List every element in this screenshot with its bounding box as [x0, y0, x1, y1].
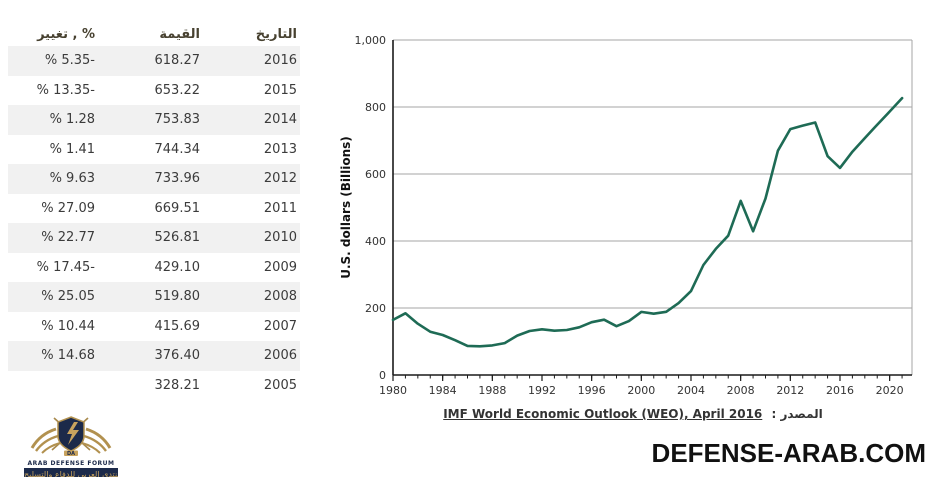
table-row: % 22.77 526.81 2010	[8, 223, 300, 253]
cell-change: % 10.44	[41, 318, 95, 334]
cell-date: 2008	[263, 289, 297, 305]
cell-change: % 25.05	[41, 289, 95, 305]
x-tick-label: 2012	[776, 384, 804, 397]
cell-value: 328.21	[154, 377, 201, 393]
table-body: % 5.35- 618.27 2016 % 13.35- 653.22 2015 % 1.2…	[8, 46, 300, 400]
y-tick-label: 200	[365, 302, 386, 315]
cell-value: 733.96	[154, 171, 201, 187]
cell-value: 618.27	[154, 53, 201, 69]
cell-date: 2013	[263, 141, 297, 157]
header-change: تغيير , %	[37, 26, 95, 42]
cell-change: % 1.28	[49, 112, 95, 128]
cell-change: % 1.41	[49, 141, 95, 157]
source-label: المصدر :	[771, 407, 823, 421]
header-date: التاريخ	[255, 26, 297, 42]
y-tick-label: 600	[365, 168, 386, 181]
x-tick-label: 1984	[429, 384, 457, 397]
x-tick-label: 1996	[578, 384, 606, 397]
cell-change: % 22.77	[41, 230, 95, 246]
logo-arabic-banner: المنتدى العربي للدفاع والتسليح	[24, 468, 118, 477]
logo-initials: DA	[67, 451, 75, 456]
source-link[interactable]: IMF World Economic Outlook (WEO), April …	[443, 407, 763, 421]
x-tick-label: 2004	[677, 384, 705, 397]
chart-line	[391, 96, 904, 348]
cell-value: 744.34	[154, 141, 201, 157]
cell-date: 2009	[263, 259, 297, 275]
cell-value: 669.51	[154, 200, 201, 216]
cell-date: 2006	[263, 348, 297, 364]
table-row: % 9.63 733.96 2012	[8, 164, 300, 194]
x-tick-label: 2016	[826, 384, 854, 397]
forum-logo-emblem-icon: DA	[30, 416, 112, 457]
y-tick-label: 800	[365, 101, 386, 114]
cell-date: 2010	[263, 230, 297, 246]
forum-logo: DA ARAB DEFENSE FORUM المنتدى العربي للد…	[24, 412, 118, 477]
table-row: % 1.41 744.34 2013	[8, 135, 300, 165]
cell-date: 2012	[263, 171, 297, 187]
cell-value: 653.22	[154, 82, 201, 98]
x-tick-label: 1992	[528, 384, 556, 397]
table-row: % 5.35- 618.27 2016	[8, 46, 300, 76]
cell-change: % 14.68	[41, 348, 95, 364]
source-line: المصدر : IMF World Economic Outlook (WEO…	[335, 407, 931, 421]
cell-change: % 9.63	[49, 171, 95, 187]
cell-change: % 13.35-	[36, 82, 95, 98]
cell-date: 2015	[263, 82, 297, 98]
site-watermark: DEFENSE-ARAB.COM	[651, 438, 926, 468]
cell-value: 519.80	[154, 289, 201, 305]
cell-value: 376.40	[154, 348, 201, 364]
cell-value: 526.81	[154, 230, 201, 246]
cell-date: 2007	[263, 318, 297, 334]
cell-change: % 17.45-	[36, 259, 95, 275]
history-table: تغيير , % القيمة التاريخ % 5.35- 618.27 20…	[8, 22, 300, 400]
y-tick-label: 400	[365, 235, 386, 248]
table-row: % 10.44 415.69 2007	[8, 312, 300, 342]
table-header-row: تغيير , % القيمة التاريخ	[8, 22, 300, 46]
y-axis-title: U.S. dollars (Billions)	[339, 136, 353, 279]
table-row: 328.21 2005	[8, 371, 300, 401]
x-tick-label: 1988	[478, 384, 506, 397]
table-row: % 14.68 376.40 2006	[8, 341, 300, 371]
cell-value: 429.10	[154, 259, 201, 275]
x-tick-label: 2020	[876, 384, 904, 397]
table-row: % 17.45- 429.10 2009	[8, 253, 300, 283]
y-tick-label: 0	[379, 369, 386, 382]
y-tick-label: 1,000	[355, 34, 387, 47]
x-tick-label: 2008	[727, 384, 755, 397]
table-row: % 13.35- 653.22 2015	[8, 76, 300, 106]
cell-date: 2016	[263, 53, 297, 69]
x-tick-label: 1980	[379, 384, 407, 397]
cell-date: 2011	[263, 200, 297, 216]
cell-date: 2014	[263, 112, 297, 128]
x-tick-label: 2000	[627, 384, 655, 397]
cell-change: % 5.35-	[44, 53, 95, 69]
gdp-line-chart: 0 200 400 600 800 1,000 1980 1984 1988 1992 1996 20…	[335, 8, 931, 412]
cell-change: % 27.09	[41, 200, 95, 216]
chart-canvas: 0 200 400 600 800 1,000 1980 1984 1988 1992 1996 20…	[339, 34, 913, 397]
cell-value: 753.83	[154, 112, 201, 128]
table-row: % 1.28 753.83 2014	[8, 105, 300, 135]
table-row: % 25.05 519.80 2008	[8, 282, 300, 312]
cell-date: 2005	[263, 377, 297, 393]
logo-name: ARAB DEFENSE FORUM	[27, 460, 115, 467]
header-value: القيمة	[159, 26, 200, 42]
table-row: % 27.09 669.51 2011	[8, 194, 300, 224]
cell-value: 415.69	[154, 318, 201, 334]
